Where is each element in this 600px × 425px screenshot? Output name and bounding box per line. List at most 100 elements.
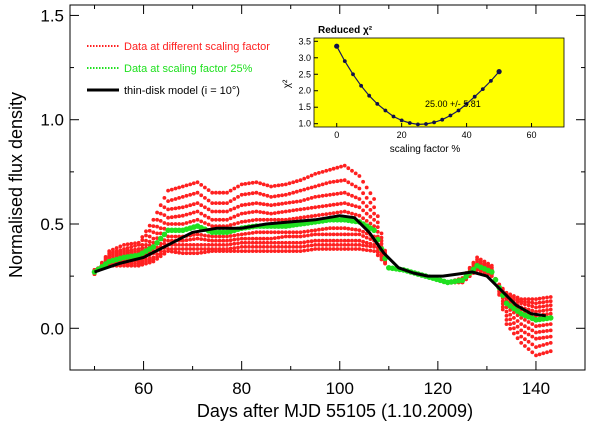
point-s9-114 [512, 326, 516, 331]
point-s9-26 [188, 192, 193, 197]
point-s8-76 [372, 211, 376, 216]
point-s3-70 [350, 232, 354, 237]
point-s10-3 [103, 255, 108, 259]
point-s10-107 [486, 261, 490, 266]
point-s0-120 [534, 297, 538, 301]
point-s7-24 [180, 213, 185, 218]
point-s8-41 [243, 202, 248, 207]
point-s10-23 [177, 185, 182, 190]
point-s4-40 [239, 232, 244, 237]
point-s10-6 [114, 246, 119, 250]
point-s8-70 [350, 193, 354, 198]
point-s6-20 [166, 222, 171, 226]
point-s0-58 [306, 248, 310, 253]
point-s4-69 [346, 226, 351, 231]
point-s2-33 [214, 243, 218, 247]
point-s7-113 [508, 312, 513, 317]
point-s6-37 [228, 223, 233, 227]
point-s10-58 [306, 175, 310, 180]
point-highlight-101 [463, 273, 469, 280]
point-s9-59 [309, 185, 314, 190]
point-s1-59 [309, 243, 314, 248]
point-s10-8 [122, 243, 126, 247]
point-s2-74 [364, 240, 369, 245]
point-s2-115 [515, 299, 520, 304]
point-s2-49 [272, 240, 277, 245]
point-s9-34 [217, 201, 222, 206]
point-s0-40 [239, 249, 244, 254]
point-s2-34 [217, 243, 222, 247]
point-s2-30 [203, 243, 207, 247]
point-s9-36 [225, 201, 229, 206]
point-s9-40 [239, 192, 244, 197]
point-s2-40 [239, 240, 244, 245]
point-s7-26 [188, 211, 193, 216]
point-s8-53 [287, 200, 292, 205]
point-s7-56 [298, 207, 303, 212]
point-s10-27 [191, 181, 196, 186]
point-s10-31 [206, 188, 211, 193]
inset-y-tick-label-1: 1.5 [298, 102, 311, 112]
point-s6-112 [504, 305, 509, 310]
x-axis-label: Days after MJD 55105 (1.10.2009) [197, 401, 473, 421]
point-s8-52 [283, 201, 288, 206]
point-s6-56 [298, 215, 303, 220]
point-s1-26 [188, 247, 193, 251]
point-s1-21 [169, 247, 174, 251]
point-s10-19 [162, 196, 167, 200]
inset-data-layer [334, 43, 502, 127]
point-s8-31 [206, 207, 211, 212]
point-s9-57 [302, 187, 307, 192]
point-s4-63 [324, 226, 329, 231]
point-s4-60 [313, 228, 318, 233]
point-s10-75 [368, 191, 373, 196]
point-s2-67 [339, 238, 343, 243]
chi2-point-9 [407, 121, 412, 125]
chi2-point-2 [351, 72, 355, 77]
point-s9-46 [261, 192, 266, 197]
point-s1-30 [203, 247, 207, 251]
point-s6-117 [523, 318, 527, 322]
point-s0-66 [335, 247, 340, 251]
point-s10-14 [144, 229, 148, 234]
point-s10-15 [147, 223, 152, 228]
point-s6-66 [335, 210, 340, 215]
point-s10-121 [537, 352, 542, 357]
point-s8-65 [331, 192, 336, 197]
point-s2-52 [283, 240, 288, 245]
point-s4-42 [247, 231, 251, 236]
point-s1-55 [294, 245, 299, 249]
point-s4-71 [353, 227, 358, 232]
point-s1-24 [180, 247, 185, 251]
point-s10-35 [221, 190, 226, 195]
point-s3-61 [317, 232, 321, 237]
point-s6-59 [309, 214, 314, 219]
point-s4-19 [162, 238, 167, 243]
point-s3-60 [313, 232, 318, 237]
point-s6-25 [184, 221, 189, 225]
point-highlight-16 [150, 244, 157, 250]
point-s8-22 [173, 206, 178, 211]
point-s7-28 [195, 209, 200, 214]
point-s1-40 [239, 245, 244, 249]
inset-x-tick-label-0: 0 [334, 130, 339, 140]
point-s8-63 [324, 193, 329, 198]
point-s6-32 [210, 224, 215, 229]
point-s0-76 [372, 249, 376, 254]
point-s3-63 [324, 232, 329, 237]
point-s1-41 [243, 245, 248, 249]
point-s9-73 [361, 191, 365, 196]
chi2-point-13 [440, 117, 445, 122]
point-s7-33 [214, 217, 218, 222]
point-s2-61 [317, 238, 321, 243]
point-s10-120 [534, 353, 538, 358]
point-s8-119 [530, 334, 535, 339]
point-s4-29 [199, 233, 204, 237]
point-s1-67 [339, 243, 343, 247]
point-s10-56 [298, 178, 303, 183]
point-s0-21 [169, 249, 174, 254]
point-s3-57 [302, 234, 307, 238]
point-s0-48 [269, 249, 273, 254]
point-s8-27 [191, 202, 196, 207]
point-s1-53 [287, 245, 292, 249]
